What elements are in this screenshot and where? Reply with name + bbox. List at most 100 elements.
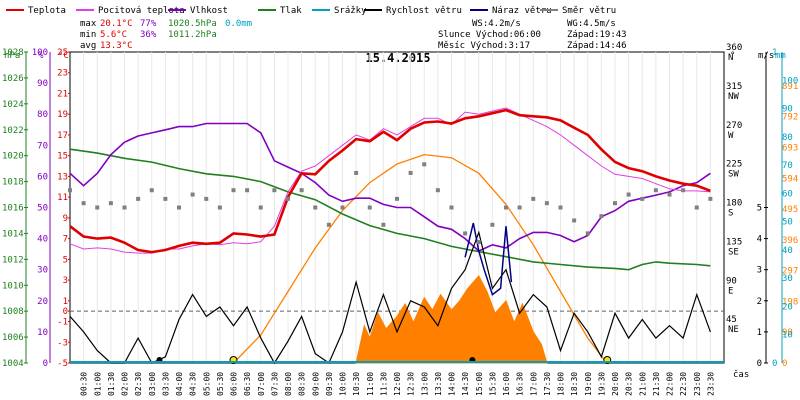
degc-tick-label: 25: [57, 48, 68, 58]
x-tick-label: 14:30: [461, 372, 470, 396]
wind-dir-point: [177, 205, 181, 210]
x-axis-label: čas: [733, 369, 749, 380]
x-tick-label: 07:30: [270, 372, 279, 396]
rain-tick-label: 40: [782, 246, 793, 256]
wind-dir-point: [204, 196, 209, 201]
x-tick-label: 00:30: [80, 372, 89, 396]
rain-tick-label: 10: [782, 331, 793, 341]
x-tick-label: 11:30: [379, 372, 388, 396]
pct-tick-label: 90: [37, 79, 48, 89]
pct-tick-label: 50: [37, 204, 48, 214]
x-tick-label: 02:00: [121, 372, 130, 396]
hpa-tick-label: 1018: [2, 178, 24, 188]
dir-tick-label: 180: [726, 199, 742, 209]
stat-max-label: max: [80, 19, 97, 29]
stat-max-press: 1020.5hPa: [168, 19, 217, 29]
wind-dir-point: [558, 205, 563, 210]
x-tick-label: 05:00: [202, 372, 211, 396]
wind-dir-point: [395, 196, 399, 201]
wind-dir-point: [504, 205, 508, 210]
legend-label-wd: Směr větru: [562, 6, 616, 16]
hpa-tick-label: 1022: [2, 126, 24, 136]
x-tick-label: 06:30: [243, 372, 252, 396]
hpa-tick-label: 1028: [2, 48, 24, 58]
rad-tick-label: 891: [782, 82, 798, 92]
stat-min-label: min: [80, 30, 96, 40]
degc-tick-label: 3: [63, 276, 68, 286]
wind-dir-point: [435, 188, 440, 193]
x-tick-label: 17:30: [543, 372, 552, 396]
rain-tick-label: 80: [782, 133, 793, 143]
degc-tick-label: -1: [57, 318, 68, 328]
wind-dir-point: [599, 214, 604, 219]
wind-dir-point: [694, 205, 699, 210]
axis-label-hpa: hPa: [4, 51, 20, 61]
dir-tick-label: 90: [726, 276, 737, 286]
wind-dir-point: [272, 188, 277, 193]
rad-tick-label: 693: [782, 143, 798, 153]
x-tick-label: 04:00: [175, 372, 184, 396]
wind-dir-point: [367, 205, 372, 210]
pct-tick-label: 40: [37, 235, 48, 245]
x-tick-label: 12:30: [407, 372, 416, 396]
x-tick-label: 21:00: [638, 372, 647, 396]
hpa-tick-label: 1020: [2, 152, 24, 162]
x-tick-label: 23:30: [706, 372, 715, 396]
dir-tick-sector: E: [728, 286, 733, 296]
legend-label-ws: Rychlost větru: [386, 6, 462, 16]
wind-dir-point: [313, 205, 318, 210]
degc-tick-label: 5: [63, 255, 68, 265]
dir-tick-sector: NW: [728, 92, 739, 102]
legend-label-press: Tlak: [280, 6, 302, 16]
ms-tick-label: 0: [757, 359, 762, 369]
degc-tick-label: 15: [57, 152, 68, 162]
wind-dir-point: [326, 222, 331, 227]
series-temperature: [69, 108, 711, 254]
wind-dir-point: [708, 196, 713, 201]
x-tick-label: 01:30: [107, 372, 116, 396]
degc-tick-label: 0: [63, 307, 68, 317]
x-tick-label: 03:00: [148, 372, 157, 396]
wind-dir-point: [585, 231, 590, 236]
axis-label-degc: °C: [58, 51, 69, 61]
legend-label-feel: Pocitová teplota: [98, 6, 185, 16]
x-tick-label: 09:30: [325, 372, 334, 396]
x-tick-label: 08:30: [298, 372, 307, 396]
wind-dir-point: [667, 192, 672, 197]
dir-tick-sector: S: [728, 209, 733, 219]
degc-tick-label: 23: [57, 69, 68, 79]
stat-rain: 0.0mm: [225, 19, 252, 29]
wind-dir-point: [163, 196, 168, 201]
info-sun-set: Západ:19:43: [567, 30, 627, 40]
wind-dir-point: [122, 205, 127, 210]
degc-tick-label: 19: [57, 110, 68, 120]
ms-tick-label: 3: [757, 266, 762, 276]
wind-dir-point: [613, 201, 617, 206]
wind-dir-point: [640, 196, 645, 201]
x-tick-label: 15:00: [475, 372, 484, 396]
axis-label-mm: mm: [775, 51, 786, 61]
wind-dir-point: [653, 188, 658, 193]
axis-label-pct: %: [38, 51, 44, 61]
wind-dir-point: [381, 222, 386, 227]
wind-dir-point: [626, 192, 631, 197]
hpa-tick-label: 1010: [2, 281, 24, 291]
wind-dir-point: [476, 240, 481, 245]
wind-dir-point: [463, 231, 468, 236]
degc-tick-label: 21: [57, 89, 68, 99]
legend-label-temp: Teplota: [28, 6, 66, 16]
rad-tick-label: 0: [782, 359, 787, 369]
stat-avg-label: avg: [80, 41, 96, 51]
rain-tick-label: 60: [782, 189, 793, 199]
pct-tick-label: 100: [32, 48, 48, 58]
x-tick-label: 07:00: [257, 372, 266, 396]
rain-tick-label: 90: [782, 105, 793, 115]
x-tick-label: 18:00: [557, 372, 566, 396]
x-tick-label: 22:30: [679, 372, 688, 396]
stat-min-temp: 5.6°C: [100, 30, 127, 40]
solar-curve: [233, 153, 608, 364]
info-ws: WS:4.2m/s: [472, 19, 521, 29]
dir-tick-label: 135: [726, 237, 742, 247]
hpa-tick-label: 1016: [2, 204, 24, 214]
